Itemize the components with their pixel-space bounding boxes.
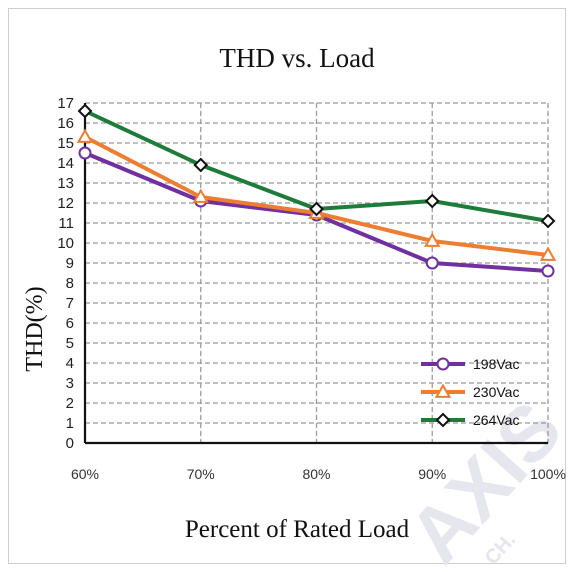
series-lines	[76, 103, 557, 278]
x-tick-label: 70%	[187, 466, 215, 482]
chart-frame	[8, 8, 566, 564]
x-tick-label: 80%	[302, 466, 330, 482]
chart-title: THD vs. Load	[219, 43, 375, 73]
x-tick-label: 90%	[418, 466, 446, 482]
legend-marker-264vac	[435, 412, 451, 428]
data-point-198vac	[425, 256, 439, 270]
data-point-230vac	[539, 246, 557, 261]
data-point-230vac	[76, 128, 94, 143]
y-tick-label: 10	[57, 235, 74, 252]
data-point-230vac	[192, 188, 209, 203]
data-point-264vac	[193, 157, 209, 173]
y-tick-label: 6	[66, 315, 74, 332]
data-point-264vac	[77, 103, 93, 119]
legend-label-198vac: 198Vac	[473, 356, 519, 372]
legend-label-264vac: 264Vac	[473, 412, 519, 428]
grid	[85, 102, 549, 443]
x-axis-label: Percent of Rated Load	[185, 516, 410, 543]
x-tick-label: 100%	[530, 466, 566, 482]
legend-marker-198vac	[436, 357, 450, 371]
axes	[83, 103, 548, 445]
data-point-264vac	[309, 201, 324, 217]
y-tick-label: 4	[66, 355, 74, 372]
y-tick-label: 11	[58, 215, 74, 232]
data-point-198vac	[78, 146, 92, 160]
legend-label-230vac: 230Vac	[473, 384, 519, 400]
data-point-230vac	[424, 232, 441, 247]
x-tick-labels: 60% 70% 80% 90% 100%	[71, 466, 566, 482]
y-tick-label: 14	[57, 155, 74, 172]
y-tick-label: 0	[66, 435, 74, 452]
y-tick-label: 1	[66, 415, 74, 432]
y-tick-label: 2	[66, 395, 74, 412]
legend: 198Vac 230Vac 264Vac	[421, 356, 519, 428]
legend-marker-230vac	[434, 383, 452, 398]
y-tick-label: 15	[57, 135, 74, 152]
data-point-198vac	[541, 264, 555, 278]
y-tick-label: 3	[66, 375, 74, 392]
y-tick-label: 7	[66, 295, 74, 312]
y-tick-label: 17	[57, 95, 74, 112]
data-point-264vac	[424, 193, 440, 209]
y-tick-label: 8	[66, 275, 74, 292]
y-tick-label: 13	[57, 175, 74, 192]
y-axis-label: THD(%)	[22, 286, 48, 371]
y-tick-label: 5	[66, 335, 74, 352]
y-tick-label: 16	[57, 115, 74, 132]
x-tick-label: 60%	[71, 466, 99, 482]
data-point-264vac	[540, 213, 556, 229]
y-tick-label: 12	[57, 195, 74, 212]
y-tick-label: 9	[66, 255, 74, 272]
